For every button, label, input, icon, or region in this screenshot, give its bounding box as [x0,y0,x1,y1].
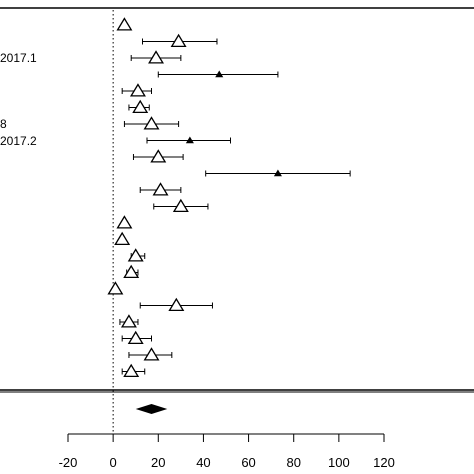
x-tick-label: 60 [241,455,255,470]
point-estimate-marker [127,330,144,345]
point-estimate-marker [114,231,131,246]
x-tick-label: 100 [328,455,350,470]
row-label: 2017.2 [0,134,37,148]
point-estimate-marker [168,297,185,312]
study-row [139,182,182,196]
study-row [121,363,146,378]
point-estimate-marker [123,363,140,378]
study-row [123,116,180,130]
point-estimate-marker [120,314,137,328]
study-row [153,198,209,213]
study-row [107,281,124,295]
point-estimate-marker [143,347,160,361]
point-estimate-marker [172,198,189,213]
point-estimate-marker [107,281,124,295]
x-tick-label: 120 [373,455,395,470]
point-estimate-marker [273,169,282,177]
x-tick-label: 20 [151,455,165,470]
study-row [121,83,153,97]
row-labels: 2017.1 8 2017.2 [0,51,37,148]
study-row [205,169,351,177]
study-row [141,33,218,48]
point-estimate-marker [170,33,187,48]
study-row [114,231,131,246]
point-estimate-marker [116,17,133,31]
study-row [132,149,184,163]
study-row [130,50,182,64]
study-row [139,297,213,312]
plot-panel-border [0,7,474,391]
study-row [123,264,140,279]
x-ticks [67,434,385,442]
x-tick-label: 0 [110,455,117,470]
x-axis: -20 0 20 40 60 80 100 120 [59,434,395,470]
study-row [119,314,139,328]
x-tick-label: -20 [59,455,78,470]
study-row [116,215,133,229]
x-tick-label: 80 [286,455,300,470]
study-row [146,136,232,144]
point-estimate-marker [143,116,160,130]
row-label: 2017.1 [0,51,37,65]
study-row [157,70,279,78]
point-estimate-marker [132,99,149,114]
study-row [127,248,146,262]
point-estimate-marker [116,215,133,229]
study-row [128,99,150,114]
point-estimate-marker [129,83,146,97]
study-row [128,347,173,361]
x-tick-label: 40 [196,455,210,470]
point-estimate-marker [150,149,167,163]
point-estimate-marker [152,182,169,196]
study-row [116,17,133,31]
study-rows [107,17,351,378]
x-tick-labels: -20 0 20 40 60 80 100 120 [59,455,395,470]
pooled-diamond [135,404,168,414]
point-estimate-marker [123,264,140,279]
point-estimate-marker [185,136,194,144]
point-estimate-marker [148,50,165,64]
study-row [121,330,153,345]
row-label: 8 [0,117,7,131]
point-estimate-marker [127,248,144,262]
point-estimate-marker [215,70,224,78]
